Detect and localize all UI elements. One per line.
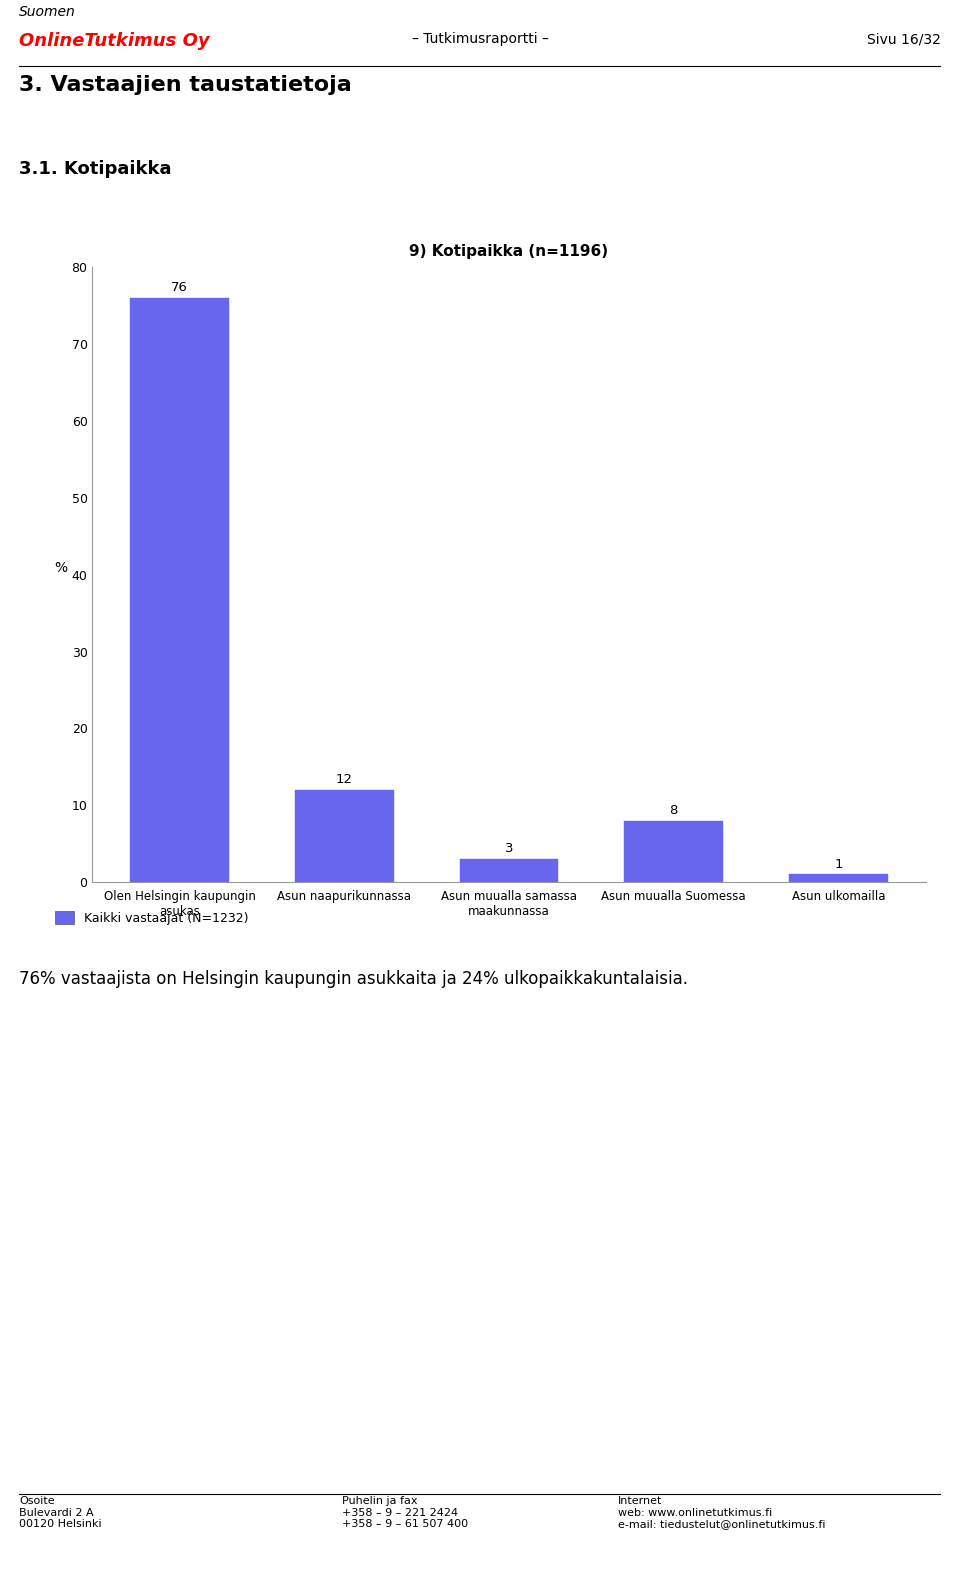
Text: Osoite
Bulevardi 2 A
00120 Helsinki: Osoite Bulevardi 2 A 00120 Helsinki [19, 1496, 102, 1529]
Text: 8: 8 [669, 804, 678, 816]
Text: 76% vastaajista on Helsingin kaupungin asukkaita ja 24% ulkopaikkakuntalaisia.: 76% vastaajista on Helsingin kaupungin a… [19, 969, 688, 988]
Y-axis label: %: % [54, 561, 67, 575]
Bar [624, 821, 723, 883]
Text: Suomen: Suomen [19, 5, 76, 19]
Text: OnlineTutkimus Oy: OnlineTutkimus Oy [19, 33, 210, 50]
Bar [131, 298, 229, 883]
Text: Sivu 16/32: Sivu 16/32 [867, 33, 941, 46]
Text: 76: 76 [171, 281, 188, 295]
Text: 3.1. Kotipaikka: 3.1. Kotipaikka [19, 161, 172, 178]
Text: – Tutkimusraportti –: – Tutkimusraportti – [412, 33, 548, 46]
Bar [789, 875, 888, 883]
Bar [460, 859, 559, 883]
Text: 3: 3 [505, 842, 514, 856]
Title: 9) Kotipaikka (n=1196): 9) Kotipaikka (n=1196) [409, 244, 609, 260]
Legend: Kaikki vastaajat (N=1232): Kaikki vastaajat (N=1232) [50, 906, 253, 930]
Text: 3. Vastaajien taustatietoja: 3. Vastaajien taustatietoja [19, 76, 352, 95]
Bar [295, 790, 394, 883]
Text: 12: 12 [336, 774, 353, 786]
Text: Internet
web: www.onlinetutkimus.fi
e-mail: tiedustelut@onlinetutkimus.fi: Internet web: www.onlinetutkimus.fi e-ma… [618, 1496, 826, 1529]
Text: 1: 1 [834, 857, 843, 870]
Text: Puhelin ja fax
+358 – 9 – 221 2424
+358 – 9 – 61 507 400: Puhelin ja fax +358 – 9 – 221 2424 +358 … [342, 1496, 468, 1529]
